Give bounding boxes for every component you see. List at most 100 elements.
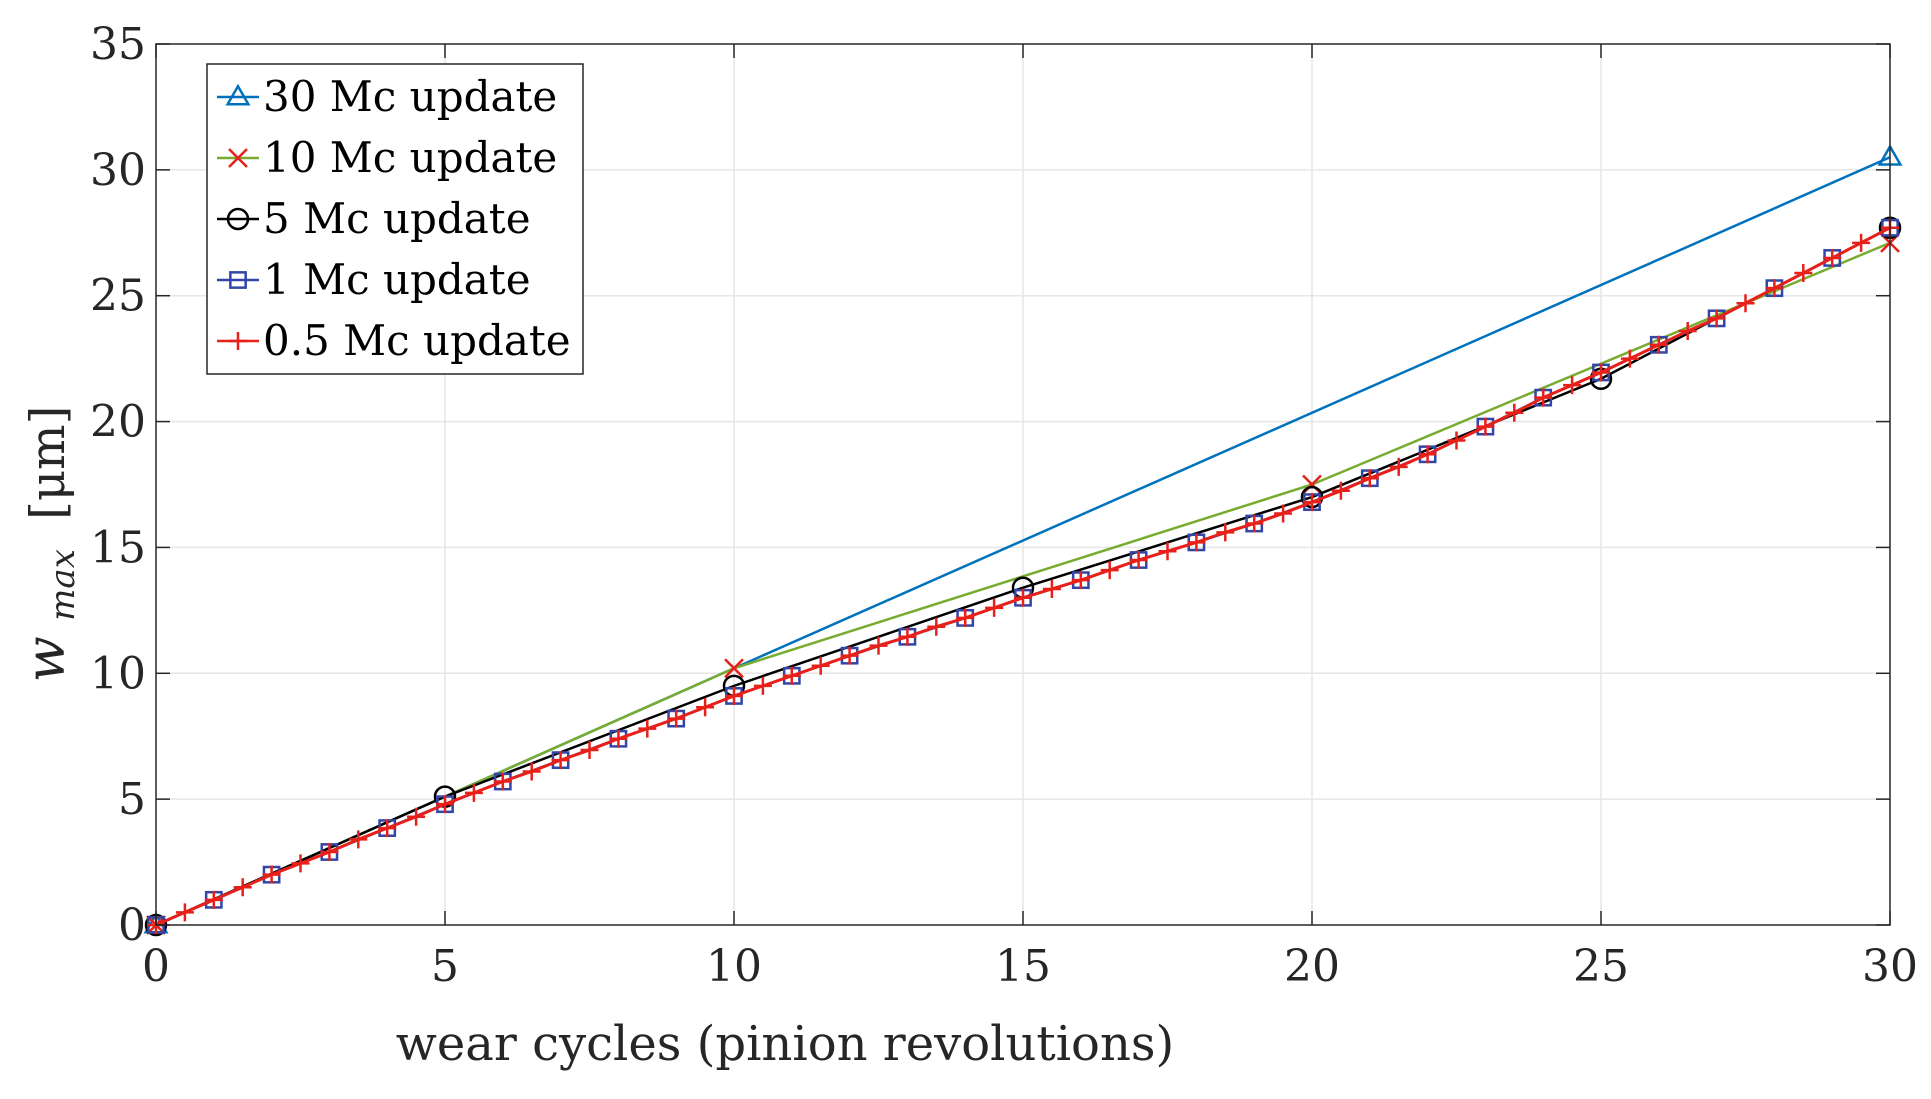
data-point-plus [1476,417,1495,436]
data-point-plus [580,741,599,760]
data-point-circle [226,207,250,231]
data-point-plus [1736,294,1755,313]
data-point-plus [493,772,512,791]
data-point-plus [1592,363,1610,382]
data-point-plus [696,698,715,717]
y-tick-label: 35 [90,19,146,70]
y-tick-label: 25 [90,271,146,322]
data-point-plus [1245,514,1264,533]
series-lines [143,143,1903,937]
legend-label: 0.5 Mc update [263,316,571,365]
y-axis-label-subscript: max [43,549,83,621]
y-tick-label: 15 [90,522,146,573]
data-point-plus [1071,571,1090,590]
y-tick-label: 20 [90,397,146,448]
data-point-plus [1331,481,1350,500]
data-point-plus [725,686,743,705]
data-point-plus [1707,309,1726,328]
series-0-5-mc-update [147,218,1899,934]
data-point-plus [551,751,570,770]
legend-label: 10 Mc update [263,133,557,182]
data-point-plus [956,608,975,627]
data-point-plus [1620,349,1639,368]
data-point-plus [1187,533,1206,552]
data-point-plus [175,903,194,922]
data-point-plus [927,617,946,636]
data-point-plus [1014,588,1032,607]
legend-item: 0.5 Mc update [217,316,571,365]
data-point-plus [233,878,252,897]
data-point-square [229,271,247,289]
data-point-plus [782,666,801,685]
y-tick-label: 5 [118,774,146,825]
data-point-plus [1852,233,1871,252]
data-point-plus [204,890,223,909]
data-point-plus [1216,523,1235,542]
data-point-plus [436,795,454,814]
x-tick-label: 5 [431,941,459,992]
legend-label: 5 Mc update [263,194,531,243]
data-point-plus [1794,264,1813,283]
data-point-plus [1360,469,1379,488]
data-point-triangle [225,83,251,106]
legend-label: 1 Mc update [263,255,531,304]
grid [156,44,1890,925]
data-point-plus [1649,335,1668,354]
data-point-plus [1765,279,1784,298]
x-tick-label: 20 [1284,941,1340,992]
data-point-plus [320,843,339,862]
data-point-plus [349,830,368,849]
y-axis-label-unit: [μm] [20,406,76,520]
data-point-plus [869,636,888,655]
data-point-plus [1042,579,1061,598]
data-point-plus [609,729,628,748]
data-point-plus [1823,248,1842,267]
data-point-plus [1563,376,1582,395]
y-tick-label: 30 [90,145,146,196]
data-point-plus [1678,321,1697,340]
data-point-plus [985,598,1004,617]
x-axis-label: wear cycles (pinion revolutions) [396,1016,1174,1072]
data-point-plus [262,865,281,884]
data-point-plus [464,783,483,802]
x-tick-label: 25 [1573,941,1629,992]
data-point-plus [1100,561,1119,580]
legend-label: 30 Mc update [263,72,557,121]
legend-box [206,63,584,375]
legend-item: 10 Mc update [217,133,557,182]
data-point-plus [1534,388,1553,407]
legend-item: 30 Mc update [217,72,557,121]
data-point-plus [1129,551,1148,570]
data-point-plus [1418,445,1437,464]
data-point-plus [753,676,772,695]
x-tick-label: 30 [1862,941,1918,992]
y-tick-label: 0 [118,900,146,951]
x-tick-label: 0 [142,941,170,992]
data-point-x [724,658,744,679]
x-tick-label: 15 [995,941,1051,992]
data-point-plus [1303,493,1321,512]
y-tick-label: 10 [90,648,146,699]
data-point-plus [1447,431,1466,450]
data-point-plus [638,719,657,738]
data-point-plus [898,627,917,646]
legend: 30 Mc update 10 Mc update 5 Mc update 1 Mc … [206,63,584,375]
data-point-plus [667,709,686,728]
data-point-plus [291,854,310,873]
y-axis-label-symbol: w [14,636,77,682]
data-point-plus [1389,457,1408,476]
tick-labels: 0 5 10 15 20 25 30 0 5 10 15 20 25 30 35 [90,19,1918,992]
legend-item: 1 Mc update [217,255,531,304]
x-tick-label: 10 [706,941,762,992]
data-point-plus [407,807,426,826]
data-point-plus [229,332,247,350]
data-point-x [228,148,248,168]
data-point-plus [522,762,541,781]
data-point-plus [840,646,859,665]
axes [155,43,1891,926]
data-point-plus [811,656,830,675]
data-point-plus [1158,542,1177,561]
data-point-plus [1505,403,1524,422]
y-axis-label: w max [μm] [14,406,86,683]
